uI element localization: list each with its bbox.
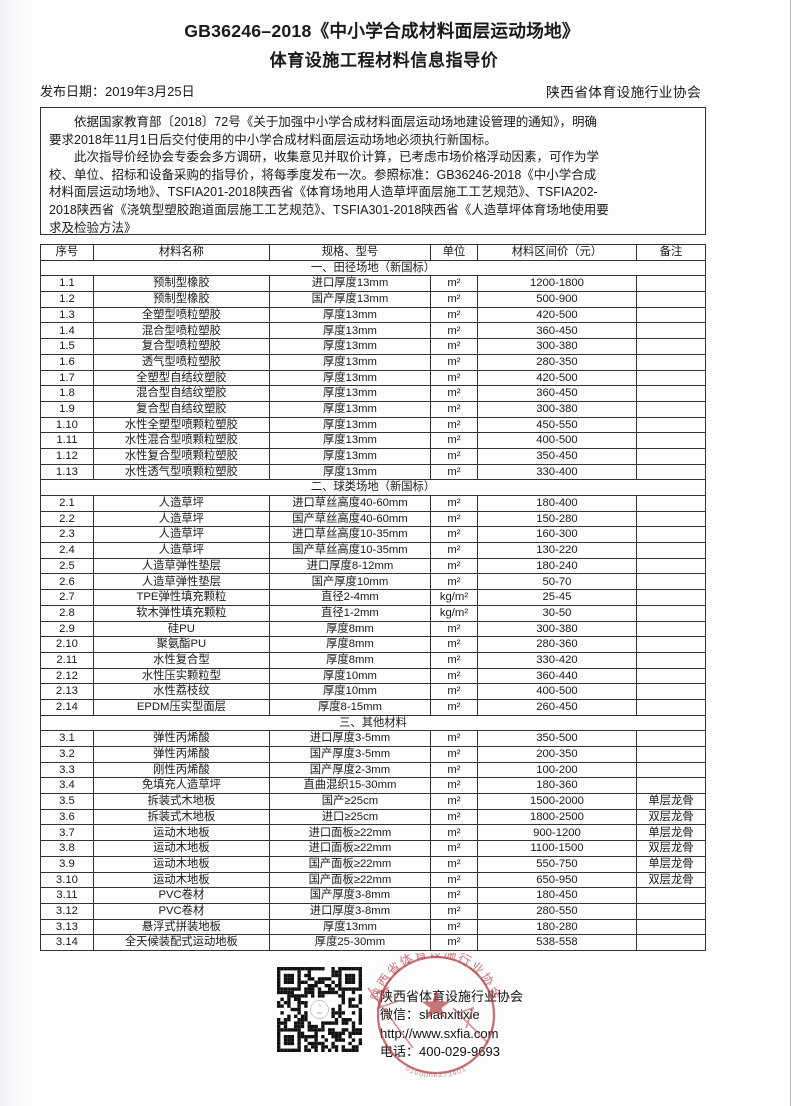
svg-text:☆: ☆: [317, 1003, 322, 1009]
svg-text:SFA: SFA: [317, 1011, 322, 1015]
svg-text:0100006423401: 0100006423401: [404, 1063, 468, 1077]
